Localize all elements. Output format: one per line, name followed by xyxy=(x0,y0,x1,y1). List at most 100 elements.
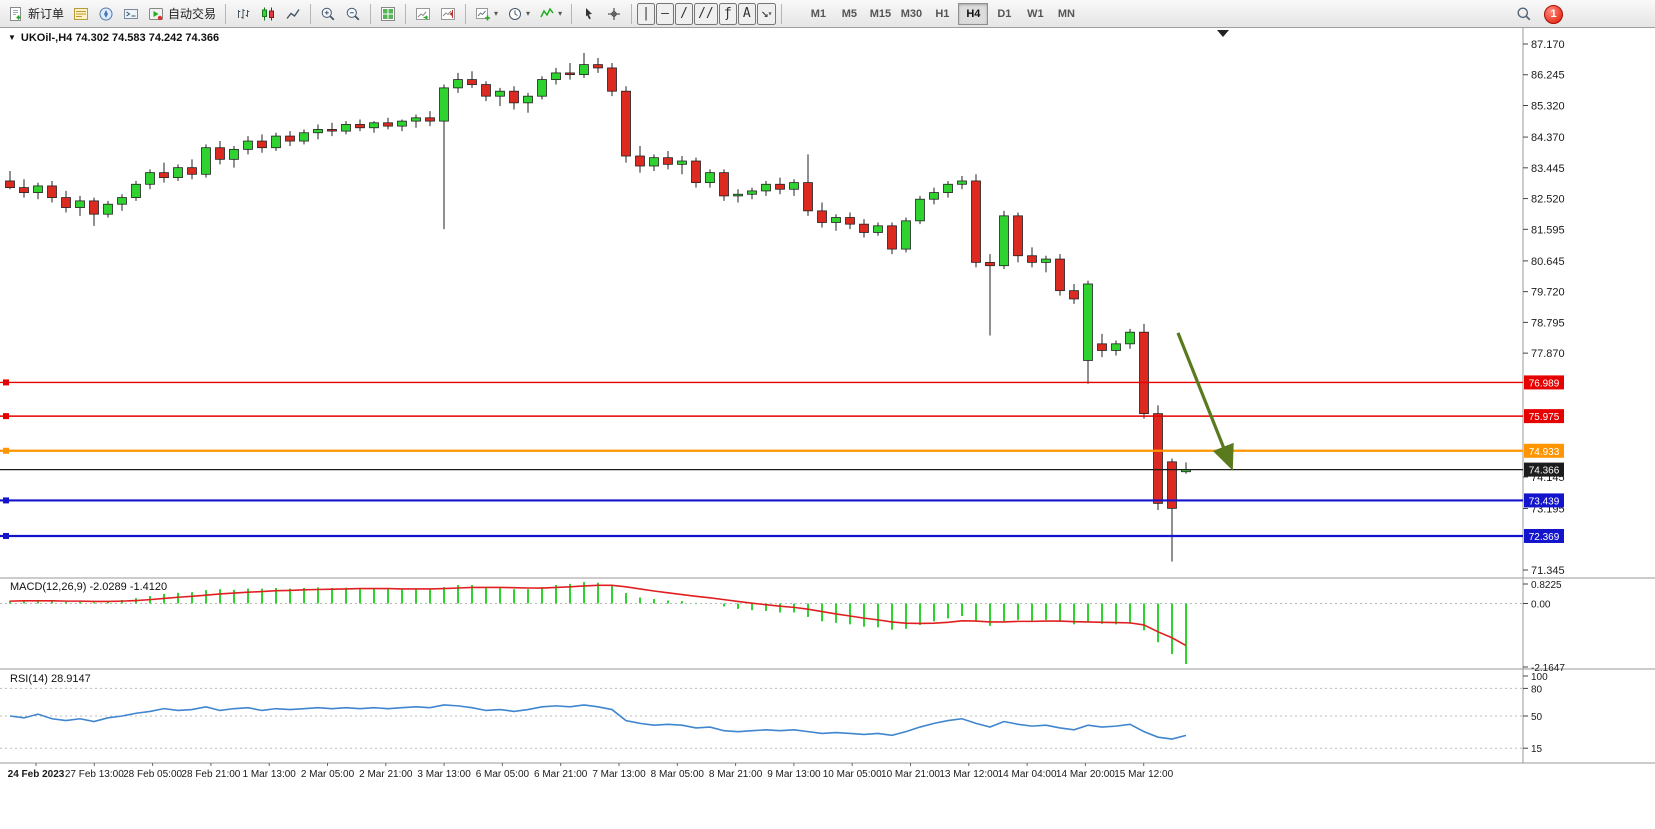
line-handle[interactable] xyxy=(3,379,9,386)
navigator-button[interactable] xyxy=(94,2,118,26)
timeframe-button-h4[interactable]: H4 xyxy=(958,2,989,25)
line-chart-icon xyxy=(286,8,300,19)
time-axis-label: 27 Feb 13:00 xyxy=(65,769,124,780)
bear-candle xyxy=(5,180,15,188)
bear-candle xyxy=(621,90,631,157)
line-handle[interactable] xyxy=(3,447,9,454)
timeframe-button-w1[interactable]: W1 xyxy=(1027,7,1044,20)
tile-windows-button[interactable] xyxy=(376,2,400,26)
toolbar-right-group: 1 xyxy=(1512,0,1563,28)
bull-candle xyxy=(747,190,757,195)
bear-candle xyxy=(775,183,785,190)
candlestick-chart-button[interactable] xyxy=(256,2,280,26)
market-watch-icon xyxy=(74,7,89,20)
market-watch-button[interactable] xyxy=(69,2,93,26)
chart-shift-icon xyxy=(441,7,456,20)
timeframe-button-m1[interactable]: M1 xyxy=(810,7,827,20)
bear-candle xyxy=(187,167,197,175)
search-icon xyxy=(1517,7,1531,21)
zoom-in-button[interactable] xyxy=(316,2,340,26)
toolbar-separator xyxy=(310,3,312,24)
macd-axis-label: 0.00 xyxy=(1531,600,1551,611)
toolbar-separator xyxy=(370,3,372,24)
time-axis-label: 8 Mar 05:00 xyxy=(651,769,705,780)
price-axis-label: 83.445 xyxy=(1531,163,1565,175)
auto-trading-label: 自动交易 xyxy=(168,7,217,21)
bull-candle xyxy=(33,185,43,193)
chart-window[interactable]: 87.170 86.245 85.320 84.370 83.445 82.520 81.5… xyxy=(0,28,1655,829)
horizontal-line-tool-button[interactable]: — xyxy=(656,2,675,25)
bar-chart-button[interactable] xyxy=(231,2,255,26)
fibonacci-tool-button[interactable]: ƒ xyxy=(718,2,737,25)
bear-candle xyxy=(1139,331,1149,415)
line-chart-button[interactable] xyxy=(281,2,305,26)
zoom-out-button[interactable] xyxy=(341,2,365,26)
bull-candle xyxy=(201,147,211,175)
price-tag-label: 74.366 xyxy=(1529,466,1560,477)
crosshair-button[interactable] xyxy=(602,2,626,26)
candlestick-chart-icon xyxy=(262,7,275,20)
bear-candle xyxy=(859,223,869,233)
time-axis-label: 10 Mar 21:00 xyxy=(881,769,940,780)
time-axis-label: 14 Mar 20:00 xyxy=(1056,769,1115,780)
timeframe-button-m30[interactable]: M30 xyxy=(900,7,923,20)
bear-candle xyxy=(803,182,813,212)
price-axis-label: 80.645 xyxy=(1531,256,1565,268)
trend-arrow-annotation[interactable] xyxy=(1176,332,1234,471)
zoom-in-icon xyxy=(321,7,335,20)
cursor-button[interactable] xyxy=(577,2,601,26)
bull-candle xyxy=(929,192,939,200)
timeframe-button-m5[interactable]: M5 xyxy=(841,7,858,20)
bull-candle xyxy=(915,198,925,222)
price-axis-label: 85.320 xyxy=(1531,100,1565,112)
bear-candle xyxy=(89,200,99,215)
rsi-axis-label: 15 xyxy=(1531,744,1543,755)
quick-trade-arrow-icon[interactable]: ▼ xyxy=(8,33,16,42)
timeframe-button-d1[interactable]: D1 xyxy=(997,7,1012,20)
price-axis-label: 79.720 xyxy=(1531,287,1565,299)
chart-canvas[interactable]: 87.170 86.245 85.320 84.370 83.445 82.520 81.5… xyxy=(0,28,1655,829)
periods-button[interactable]: ▾ xyxy=(503,2,534,26)
time-axis-label: 6 Mar 05:00 xyxy=(476,769,530,780)
chart-shift-button[interactable] xyxy=(436,2,460,26)
new-order-button[interactable]: 新订单 xyxy=(4,2,68,26)
timeframe-button-m15[interactable]: M15 xyxy=(869,7,892,20)
bear-candle xyxy=(1069,290,1079,300)
auto-scroll-button[interactable] xyxy=(411,2,435,26)
channel-tool-button[interactable]: // xyxy=(694,2,718,25)
vertical-line-tool-button[interactable]: | xyxy=(637,2,656,25)
bull-candle xyxy=(1083,283,1093,361)
bear-candle xyxy=(1097,343,1107,351)
auto-trading-button[interactable]: 自动交易 xyxy=(144,2,220,26)
price-axis-label: 78.795 xyxy=(1531,317,1565,329)
text-tool-button[interactable]: A xyxy=(737,2,756,25)
bull-candle xyxy=(243,140,253,150)
notification-badge[interactable]: 1 xyxy=(1544,4,1563,24)
indicators-button[interactable]: ▾ xyxy=(535,2,566,26)
arrows-tool-button[interactable]: ↘ ▾ xyxy=(756,2,777,25)
indicators-icon xyxy=(540,7,554,17)
line-handle[interactable] xyxy=(3,532,9,539)
terminal-button[interactable] xyxy=(119,2,143,26)
timeframe-button-h1[interactable]: H1 xyxy=(935,7,950,20)
bear-candle xyxy=(593,64,603,69)
bear-candle xyxy=(257,140,267,149)
bull-candle xyxy=(943,183,953,193)
bear-candle xyxy=(383,122,393,127)
new-chart-button[interactable]: ▾ xyxy=(471,2,502,26)
bear-candle xyxy=(817,210,827,223)
chart-shift-marker[interactable] xyxy=(1217,30,1229,37)
search-button[interactable] xyxy=(1512,2,1536,26)
bull-candle xyxy=(789,182,799,190)
line-handle[interactable] xyxy=(3,497,9,504)
bear-candle xyxy=(1027,255,1037,263)
bull-candle xyxy=(369,122,379,129)
bear-candle xyxy=(159,172,169,179)
trendline-tool-button[interactable]: / xyxy=(675,2,694,25)
terminal-icon xyxy=(124,8,139,19)
auto-trading-icon xyxy=(149,7,164,20)
bear-candle xyxy=(1167,461,1177,509)
timeframe-button-mn[interactable]: MN xyxy=(1057,7,1075,20)
chevron-down-icon: ▾ xyxy=(558,9,563,18)
line-handle[interactable] xyxy=(3,413,9,420)
